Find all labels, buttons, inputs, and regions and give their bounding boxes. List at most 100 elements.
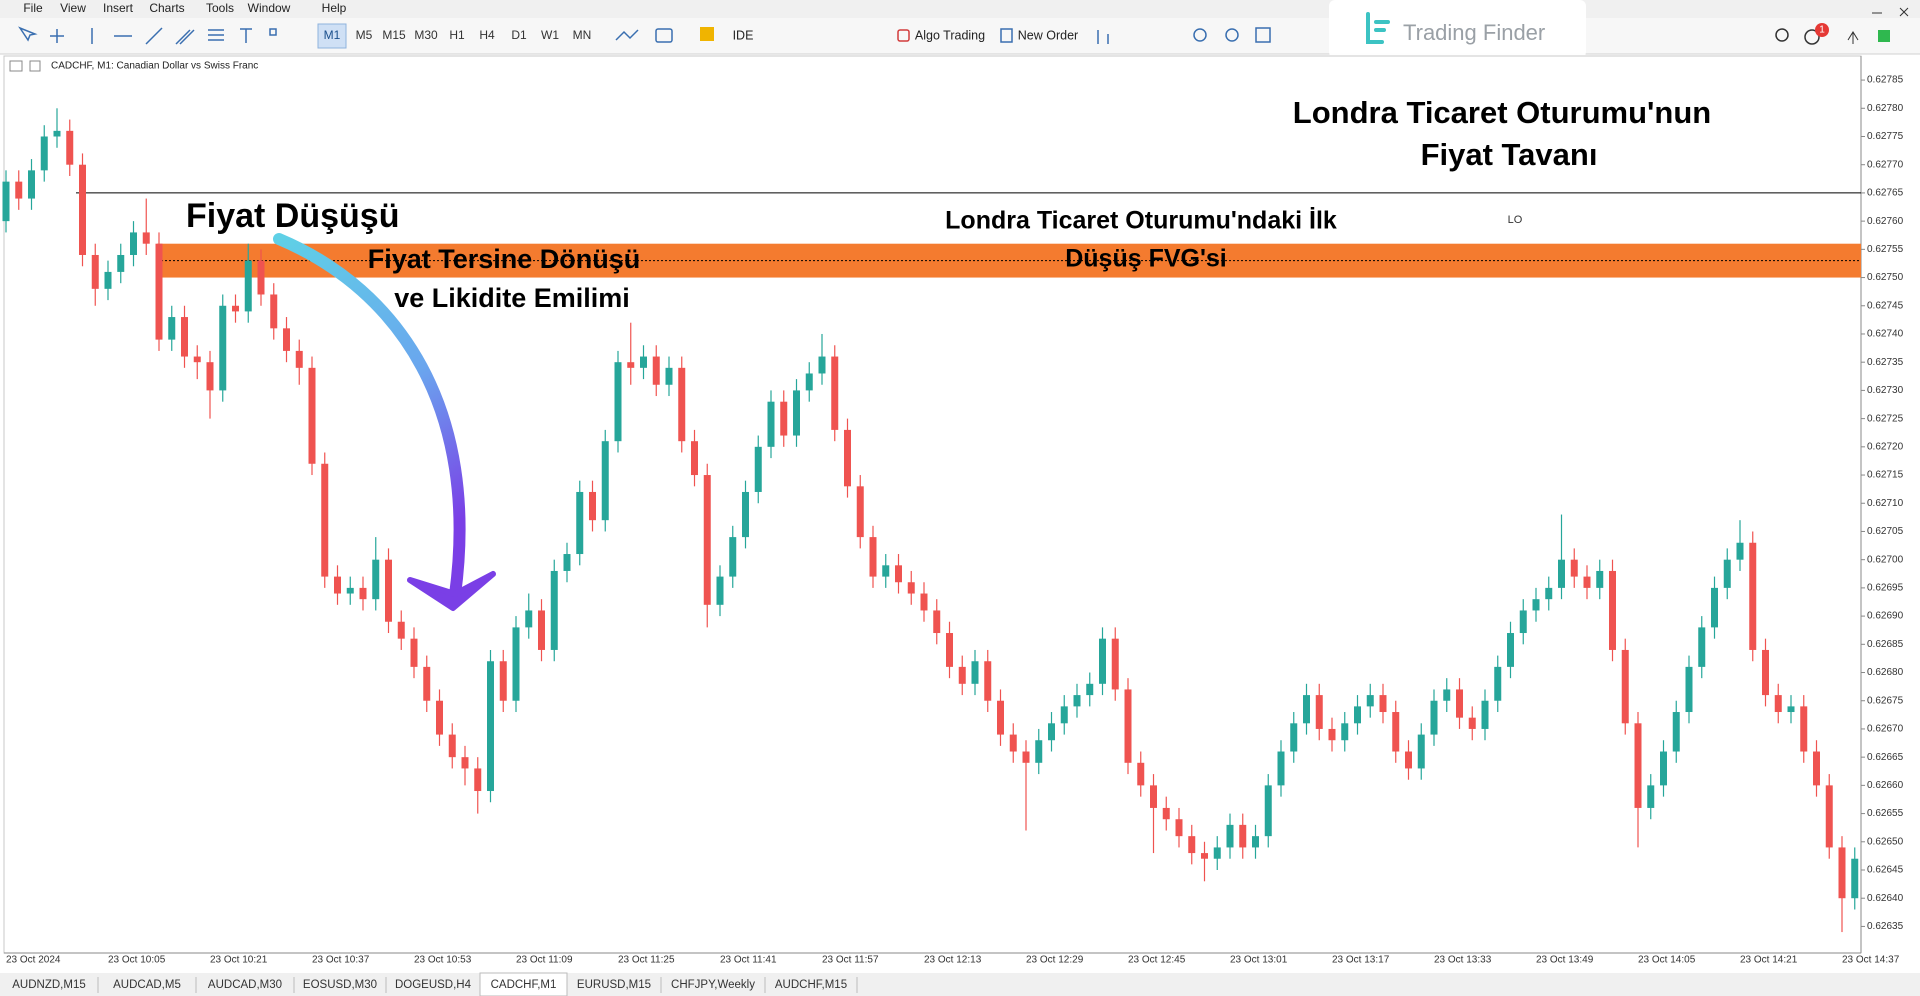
candle-body (1290, 723, 1298, 752)
timeframe-button[interactable]: M30 (414, 28, 438, 42)
candle-body (1022, 751, 1030, 763)
active-timeframe-box (317, 23, 347, 49)
candle-body (589, 491, 596, 521)
candle-body (1226, 824, 1234, 848)
active-tab (479, 972, 568, 996)
timeframe-button[interactable]: W1 (541, 28, 559, 42)
x-tick-label: 23 Oct 11:09 (516, 955, 573, 966)
candle-body (40, 136, 48, 171)
candle-body (1634, 723, 1642, 808)
trendline-icon[interactable] (145, 27, 163, 45)
template-icon[interactable] (655, 28, 673, 43)
menu-item[interactable]: File (23, 1, 43, 15)
timeframe-button[interactable]: MN (573, 28, 592, 42)
tab[interactable]: AUDNZD,M15 (12, 979, 85, 991)
candle-body (1303, 695, 1310, 724)
tab[interactable]: CHFJPY,Weekly (671, 979, 755, 991)
candle-body (1583, 576, 1591, 588)
candle-body (1354, 706, 1361, 724)
menu-item[interactable]: Help (322, 1, 347, 15)
cursor-icon[interactable] (18, 26, 38, 42)
zoom-out-icon[interactable] (1225, 28, 1239, 42)
candle-body (576, 491, 584, 555)
fibo-icon[interactable] (208, 29, 224, 41)
tab[interactable]: DOGEUSD,H4 (395, 979, 472, 991)
y-tick-label: 0.62770 (1867, 159, 1904, 170)
search-icon[interactable] (1775, 28, 1789, 42)
x-tick-label: 23 Oct 12:13 (924, 955, 982, 966)
candle-body (1851, 858, 1859, 899)
zoom-in-icon[interactable] (1193, 28, 1207, 42)
candle-body (1838, 847, 1846, 899)
timeframe-button[interactable]: M1 (324, 28, 341, 42)
candle-body (1443, 689, 1451, 701)
shapes-icon[interactable] (269, 28, 277, 36)
candle-body (1392, 712, 1400, 752)
x-tick-label: 23 Oct 10:05 (108, 955, 166, 966)
timeframe-button[interactable]: H1 (449, 28, 465, 42)
tab[interactable]: CADCHF,M1 (491, 979, 557, 991)
menu-item[interactable]: Tools (206, 1, 234, 15)
candle-body (1405, 751, 1412, 769)
timeframe-button[interactable]: D1 (511, 28, 527, 42)
money-icon[interactable] (700, 27, 714, 41)
tab[interactable]: AUDCHF,M15 (775, 979, 847, 991)
tab[interactable]: EURUSD,M15 (577, 979, 651, 991)
menu-item[interactable]: Insert (103, 1, 134, 15)
timeframe-button[interactable]: H4 (479, 28, 495, 42)
candle-body (678, 367, 686, 442)
indicator-icon[interactable] (615, 29, 639, 41)
candle-body (1468, 717, 1476, 729)
signal-icon[interactable] (1847, 31, 1859, 44)
crosshair-icon[interactable] (50, 29, 64, 43)
chat-icon[interactable] (1804, 29, 1820, 45)
candle-body (1558, 559, 1565, 588)
order-icon (1000, 28, 1013, 43)
candle-body (1647, 785, 1655, 808)
candle-body (1660, 751, 1667, 786)
menu-item[interactable]: View (60, 1, 86, 15)
annotation: Fiyat Tersine Dönüşü (368, 244, 641, 274)
tab[interactable]: AUDCAD,M30 (208, 979, 282, 991)
chart-icon (9, 60, 23, 72)
tab[interactable]: AUDCAD,M5 (113, 979, 181, 991)
candle-body (1570, 559, 1578, 577)
y-tick-label: 0.62780 (1867, 103, 1904, 114)
x-tick-label: 23 Oct 10:53 (414, 955, 472, 966)
timeframe-button[interactable]: M15 (382, 28, 406, 42)
candle-body (1787, 706, 1795, 713)
restore[interactable] (1878, 30, 1890, 42)
candle-body (308, 367, 316, 464)
session-high-label: LO (1508, 214, 1523, 226)
y-tick-label: 0.62680 (1867, 667, 1904, 678)
text-icon[interactable] (240, 28, 252, 43)
candle-body (525, 610, 533, 628)
menu-item[interactable]: Window (248, 1, 291, 15)
candle-body (66, 130, 74, 165)
tab[interactable]: EOSUSD,M30 (303, 979, 377, 991)
grid-icon[interactable] (1255, 27, 1271, 43)
candle-body (104, 271, 112, 289)
close[interactable] (1899, 7, 1909, 17)
candle-body (1073, 695, 1081, 707)
candle-body (550, 570, 558, 650)
y-tick-label: 0.62715 (1867, 470, 1904, 481)
y-tick-label: 0.62750 (1867, 272, 1904, 283)
channel-icon[interactable] (175, 29, 195, 45)
bars-icon[interactable] (1097, 30, 1109, 44)
new-order-button[interactable]: New Order (1018, 28, 1078, 42)
menu-item[interactable]: Charts (149, 1, 184, 15)
timeframe-button[interactable]: M5 (356, 28, 373, 42)
y-tick-label: 0.62765 (1867, 188, 1904, 199)
candle-body (958, 666, 966, 684)
candle-body (1711, 587, 1718, 628)
algo-trading-button[interactable]: Algo Trading (915, 28, 985, 42)
candle-body (1201, 853, 1208, 859)
candle-body (920, 593, 928, 611)
candle-body (665, 367, 673, 385)
chart-frame (3, 55, 1862, 954)
x-tick-label: 23 Oct 13:01 (1230, 955, 1288, 966)
ide-button[interactable]: IDE (733, 28, 754, 42)
candle-body (359, 587, 367, 600)
candle-body (652, 356, 660, 385)
